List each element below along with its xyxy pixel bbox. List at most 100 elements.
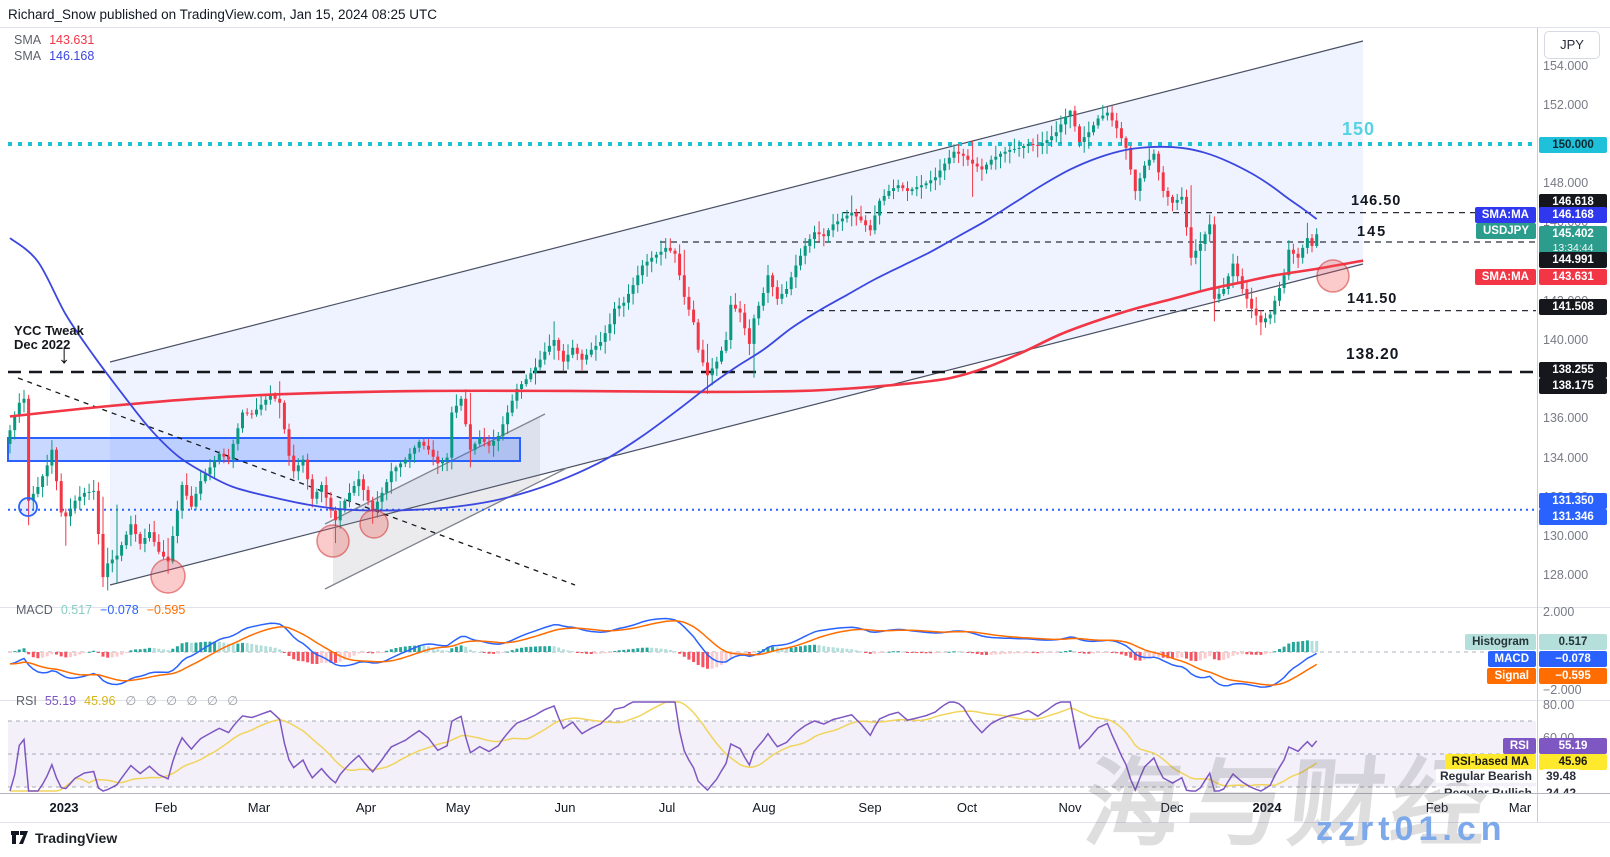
price-badge-value: 131.350 [1552, 495, 1594, 507]
price-badge-value: 150.000 [1552, 139, 1594, 151]
panel-separator-rsi[interactable] [0, 700, 1610, 701]
ycc-line1: YCC Tweak [14, 323, 84, 338]
rsi-title: RSI [16, 694, 37, 708]
indicator-label-pill: RSI [1502, 738, 1536, 754]
price-badge: 131.350 [1539, 493, 1607, 509]
rsi-empty-params: ∅ ∅ ∅ ∅ ∅ ∅ [125, 694, 242, 708]
axis-value-plain: 39.48 [1543, 769, 1580, 783]
level-label: 141.50 [1347, 291, 1398, 307]
price-axis-tick: 136.000 [1543, 411, 1589, 425]
level-label: 145 [1357, 224, 1388, 240]
currency-toggle-button[interactable]: JPY [1544, 31, 1600, 59]
price-badge-value: 131.346 [1552, 511, 1594, 523]
footer-divider [0, 822, 1610, 823]
macd-legend-row[interactable]: MACD 0.517 −0.078 −0.595 [16, 603, 185, 617]
price-badge-time: 13:34:44 [1552, 242, 1594, 254]
price-badge-value: 0.517 [1558, 636, 1588, 648]
price-badge-value: 146.168 [1552, 209, 1594, 221]
time-axis-label: Oct [956, 800, 978, 815]
level-label: 146.50 [1351, 193, 1402, 209]
price-badge: 145.402 13:34:44 [1539, 226, 1607, 256]
rsi-legend-value: 55.19 [44, 694, 77, 708]
axis-value-plain: 24.42 [1543, 786, 1580, 793]
time-axis-label: May [445, 800, 471, 815]
time-axis-label: Dec [1160, 800, 1184, 815]
rsi-axis-tick: 80.00 [1543, 698, 1575, 712]
price-axis-border [1537, 28, 1538, 822]
sma1-value: 143.631 [49, 33, 95, 47]
indicator-label-pill: USDJPY [1475, 223, 1536, 239]
time-axis-label: Jun [554, 800, 576, 815]
time-axis-label: Mar [247, 800, 271, 815]
sma2-label: SMA [14, 49, 42, 63]
ycc-line2: Dec 2022 [14, 337, 71, 352]
price-badge-value: −0.078 [1555, 653, 1591, 665]
byline: Richard_Snow published on TradingView.co… [8, 7, 438, 22]
price-badge-value: 145.402 [1552, 228, 1594, 240]
sma-legend-row-1[interactable]: SMA 143.631 [14, 33, 94, 47]
header-divider [0, 27, 1610, 28]
ycc-annotation[interactable]: YCC Tweak Dec 2022 [14, 324, 84, 352]
price-axis-tick: 154.000 [1543, 59, 1589, 73]
price-badge: −0.078 [1539, 651, 1607, 667]
price-badge: 150.000 [1539, 137, 1607, 153]
price-badge: 55.19 [1539, 738, 1607, 754]
price-badge-value: 138.175 [1552, 380, 1594, 392]
price-badge-value: 146.618 [1552, 196, 1594, 208]
price-badge: 143.631 [1539, 269, 1607, 285]
sma2-value: 146.168 [49, 49, 95, 63]
price-axis-tick: 148.000 [1543, 176, 1589, 190]
macd-legend-value: −0.078 [100, 603, 139, 617]
watermark-url: zzrt01.cn [1316, 810, 1507, 848]
time-axis-label: Nov [1058, 800, 1082, 815]
time-axis-label: Sep [858, 800, 882, 815]
indicator-label: Regular Bullish [1439, 786, 1536, 793]
time-axis-label: Mar [1508, 800, 1532, 815]
time-axis-label: Feb [154, 800, 178, 815]
tradingview-logo-icon [11, 831, 28, 844]
price-badge-value: 55.19 [1558, 740, 1588, 752]
price-axis-tick: 140.000 [1543, 333, 1589, 347]
price-axis-tick: 134.000 [1543, 451, 1589, 465]
price-axis-tick: 128.000 [1543, 568, 1589, 582]
time-axis-label: 2023 [49, 800, 79, 815]
price-badge: 146.618 [1539, 194, 1607, 210]
time-axis-label: 2024 [1252, 800, 1282, 815]
price-badge-value: 45.96 [1558, 756, 1588, 768]
price-axis-tick: 152.000 [1543, 98, 1589, 112]
price-axis-tick: 130.000 [1543, 529, 1589, 543]
sma-legend-row-2[interactable]: SMA 146.168 [14, 49, 94, 63]
indicator-label-pill: MACD [1487, 651, 1536, 667]
price-badge: 144.991 [1539, 252, 1607, 268]
time-axis-label: Feb [1425, 800, 1449, 815]
price-badge-value: 144.991 [1552, 254, 1594, 266]
time-axis-label: Aug [752, 800, 776, 815]
level-label: 150 [1342, 119, 1376, 139]
price-badge-value: −0.595 [1555, 670, 1591, 682]
price-badge: 138.255 [1539, 362, 1607, 378]
macd-title: MACD [16, 603, 53, 617]
price-badge-value: 138.255 [1552, 364, 1594, 376]
price-badge: 45.96 [1539, 754, 1607, 770]
price-badge: −0.595 [1539, 668, 1607, 684]
level-label: 138.20 [1346, 346, 1400, 363]
macd-axis-tick: 2.000 [1543, 605, 1575, 619]
indicator-label-pill: RSI-based MA [1444, 754, 1536, 770]
tradingview-logo[interactable]: TradingView [10, 829, 117, 846]
indicator-label-pill: SMA:MA [1474, 207, 1536, 223]
price-badge: 141.508 [1539, 299, 1607, 315]
panel-separator-macd[interactable] [0, 607, 1610, 608]
price-badge: 146.168 [1539, 207, 1607, 223]
rsi-legend-row[interactable]: RSI 55.19 45.96 ∅ ∅ ∅ ∅ ∅ ∅ [16, 693, 241, 708]
price-badge: 131.346 [1539, 509, 1607, 525]
time-axis-label: Jul [658, 800, 676, 815]
indicator-label-pill: Signal [1487, 668, 1536, 684]
indicator-label-pill: Histogram [1465, 634, 1536, 650]
down-arrow-icon: ↓ [58, 341, 71, 369]
rsi-legend-value: 45.96 [84, 694, 116, 708]
indicator-label: Regular Bearish [1435, 769, 1536, 783]
macd-legend-value: 0.517 [60, 603, 93, 617]
time-axis-label: Apr [355, 800, 377, 815]
